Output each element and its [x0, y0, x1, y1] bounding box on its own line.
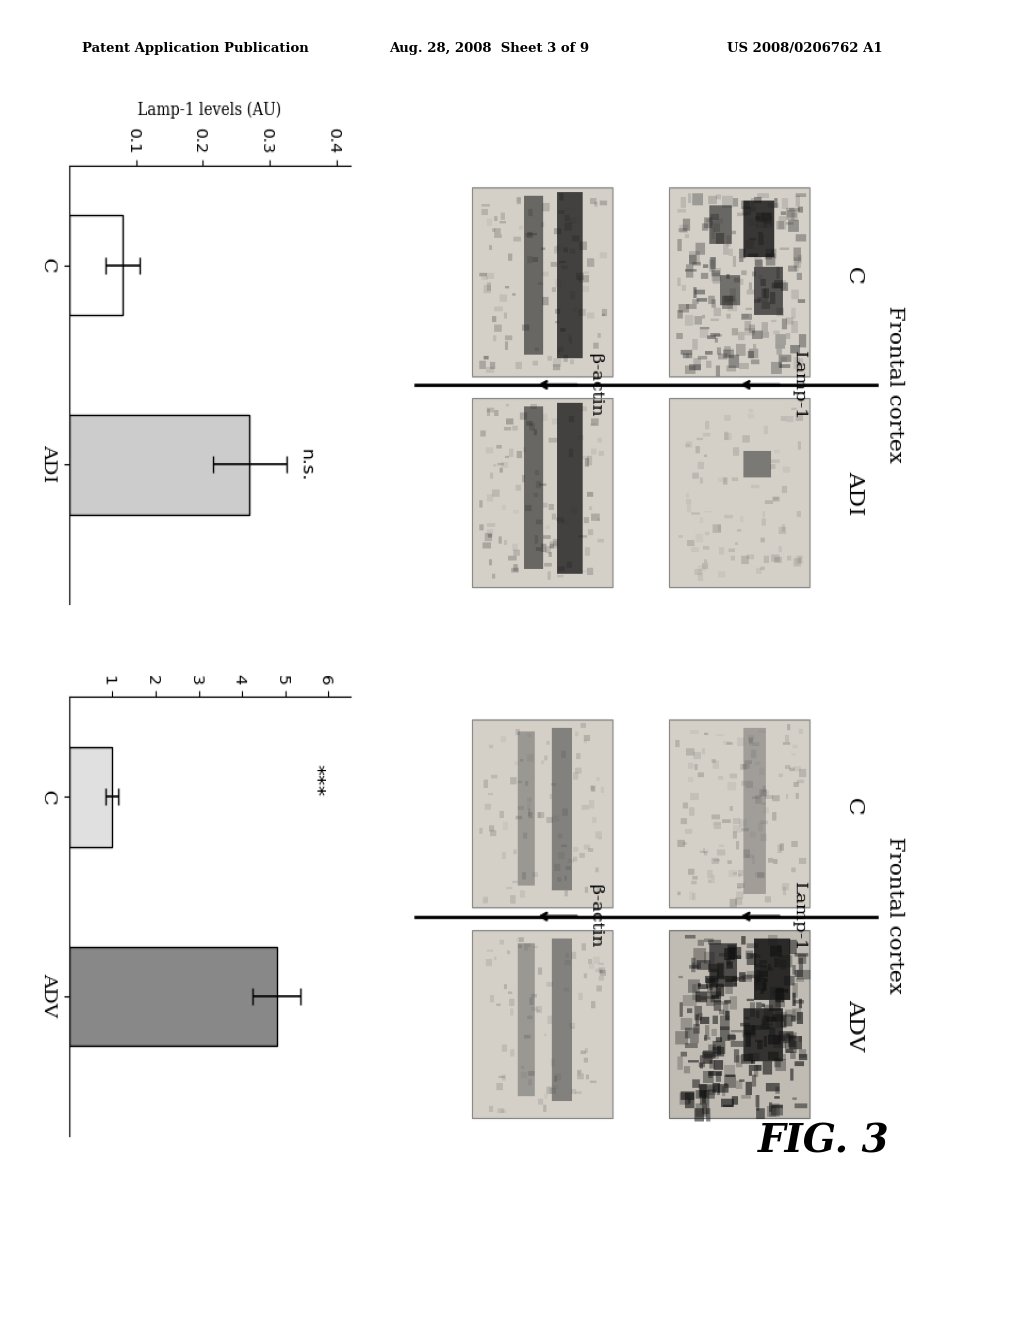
Text: Aug. 28, 2008  Sheet 3 of 9: Aug. 28, 2008 Sheet 3 of 9	[389, 42, 589, 55]
Text: US 2008/0206762 A1: US 2008/0206762 A1	[727, 42, 883, 55]
Text: FIG. 3: FIG. 3	[758, 1123, 890, 1160]
Text: Patent Application Publication: Patent Application Publication	[82, 42, 308, 55]
